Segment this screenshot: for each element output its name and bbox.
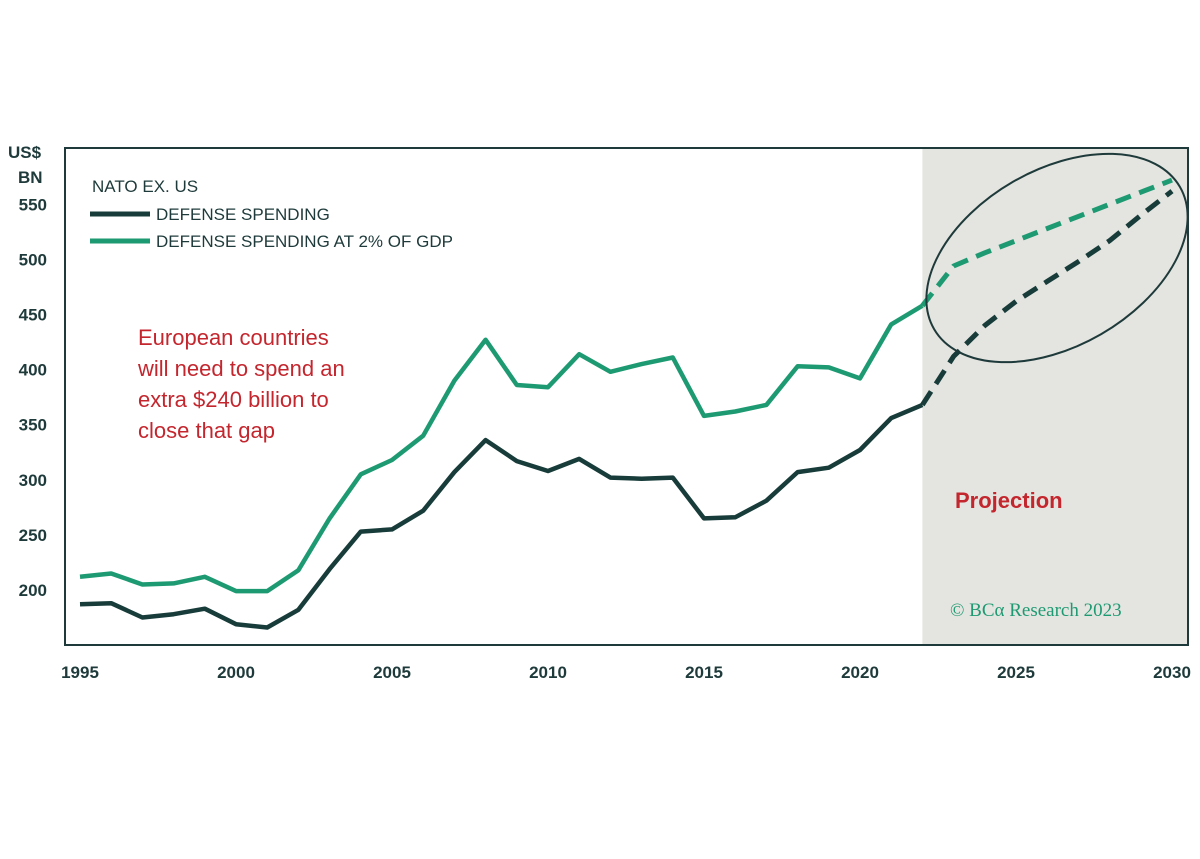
projection-line-defense-spending-2pct-gdp [920, 177, 1173, 308]
y-unit-line1: US$ [8, 143, 42, 162]
x-tick-label: 1995 [61, 663, 99, 682]
y-tick-label: 300 [19, 471, 47, 490]
projection-line-defense-spending [920, 189, 1174, 407]
y-tick-label: 250 [19, 526, 47, 545]
annotation-line: extra $240 billion to [138, 387, 329, 412]
x-axis: 1995 2000 2005 2010 2015 2020 2025 2030 [61, 663, 1191, 682]
x-tick-label: 2015 [685, 663, 723, 682]
legend-title: NATO EX. US [92, 177, 198, 196]
annotation-line: European countries [138, 325, 329, 350]
annotation-line: will need to spend an [137, 356, 345, 381]
x-tick-label: 2030 [1153, 663, 1191, 682]
plot-frame [64, 147, 1189, 646]
projection-label: Projection [955, 488, 1063, 513]
projection-highlight-ellipse [925, 152, 1189, 364]
y-tick-label: 350 [19, 416, 47, 435]
projection-shaded-region [922, 148, 1188, 645]
series-layer [79, 177, 1174, 630]
series-line-defense-spending-2pct-gdp [79, 303, 924, 594]
legend-label-defense-spending: DEFENSE SPENDING [156, 205, 330, 224]
y-axis: 200 250 300 350 400 450 500 550 [19, 195, 47, 600]
annotation: European countries will need to spend an… [137, 325, 345, 443]
legend-label-2pct-gdp: DEFENSE SPENDING AT 2% OF GDP [156, 232, 453, 251]
y-tick-label: 450 [19, 306, 47, 325]
y-tick-label: 400 [19, 361, 47, 380]
x-tick-label: 2025 [997, 663, 1035, 682]
y-tick-label: 500 [19, 250, 47, 269]
x-tick-label: 2000 [217, 663, 255, 682]
copyright: © BCα Research 2023 [950, 600, 1122, 621]
y-unit-line2: BN [18, 168, 43, 187]
x-tick-label: 2005 [373, 663, 411, 682]
x-tick-label: 2020 [841, 663, 879, 682]
x-tick-label: 2010 [529, 663, 567, 682]
annotation-line: close that gap [138, 418, 275, 443]
series-line-defense-spending [79, 402, 924, 630]
y-tick-label: 200 [19, 581, 47, 600]
legend: NATO EX. US DEFENSE SPENDING DEFENSE SPE… [90, 177, 453, 251]
y-tick-label: 550 [19, 195, 47, 214]
